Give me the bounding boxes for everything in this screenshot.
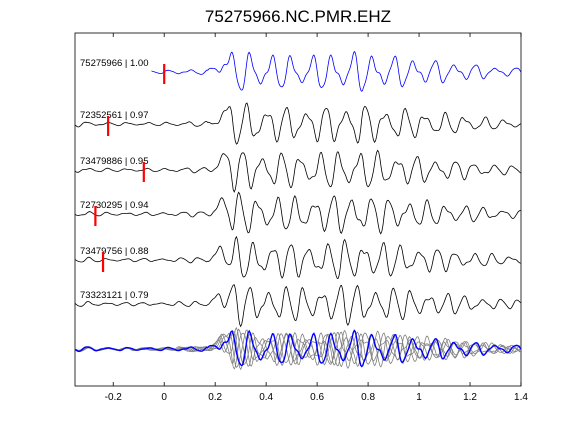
trace-label: 72730295 | 0.94 [80,200,149,211]
x-tick-label: 1.2 [463,392,477,403]
trace-label: 72352561 | 0.97 [80,110,149,121]
x-axis: -0.2 0 0.2 0.4 0.6 0.8 1 1.2 1.4 [105,33,528,403]
x-tick-label: 0 [161,392,167,403]
x-tick-label: 0.4 [259,392,273,403]
traces-layer: 75275966 | 1.00 72352561 | 0.97 73479886 |… [74,50,522,328]
stack-trace-line [74,326,522,367]
trace-label: 75275966 | 1.00 [80,58,149,69]
trace-label: 73479756 | 0.88 [80,246,149,257]
trace-row: 72352561 | 0.97 [74,102,522,145]
stack-trace-line [74,328,522,368]
trace-line [74,284,522,328]
trace-line [74,102,522,145]
trace-line [74,235,522,279]
chart-title: 75275966.NC.PMR.EHZ [205,7,391,26]
trace-row: 72730295 | 0.94 [74,191,522,235]
master-trace-line [151,50,522,92]
trace-row: 73479886 | 0.95 [74,149,522,193]
trace-label: 73323121 | 0.79 [80,290,149,301]
x-tick-label: -0.2 [105,392,123,403]
x-tick-label: 0.2 [208,392,222,403]
trace-row: 75275966 | 1.00 [80,50,522,92]
stack-master-line [74,329,522,368]
x-tick-label: 1.4 [514,392,528,403]
trace-row: 73479756 | 0.88 [74,235,522,279]
trace-line [74,149,522,193]
stacked-overlay [74,326,522,371]
trace-label: 73479886 | 0.95 [80,156,149,167]
trace-row: 73323121 | 0.79 [74,284,522,328]
trace-line [74,191,522,235]
x-tick-label: 1 [416,392,422,403]
x-tick-label: 0.6 [310,392,324,403]
x-tick-label: 0.8 [361,392,375,403]
